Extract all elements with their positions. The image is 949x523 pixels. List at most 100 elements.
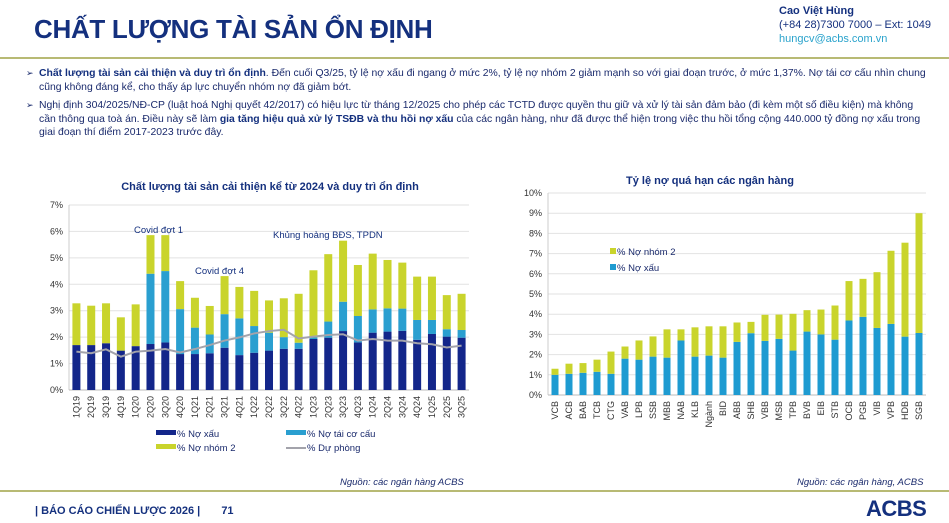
x-tick-label: 1Q25	[427, 396, 437, 418]
page-number: 71	[221, 505, 234, 517]
legend-swatch	[610, 248, 616, 254]
bar-segment	[368, 332, 377, 390]
analyst-email[interactable]: hungcv@acbs.com.vn	[779, 33, 888, 45]
bar-segment	[663, 357, 671, 395]
bar-segment	[235, 355, 244, 390]
bar-segment	[789, 350, 797, 395]
bar-segment	[635, 359, 643, 395]
bar-segment	[413, 339, 422, 390]
arrow-bullet-icon: ➢	[26, 100, 34, 110]
bar-segment	[859, 278, 867, 317]
x-tick-label: 4Q22	[294, 396, 304, 418]
y-tick-label: 10%	[524, 188, 542, 198]
x-tick-label: BID	[718, 401, 728, 417]
x-tick-label: TCB	[592, 401, 602, 419]
legend-swatch	[156, 444, 176, 449]
x-tick-label: LPB	[634, 401, 644, 418]
x-tick-label: 3Q25	[457, 396, 467, 418]
x-tick-label: 4Q20	[175, 396, 185, 418]
bar-segment	[427, 319, 436, 334]
bar-segment	[747, 321, 755, 334]
x-tick-label: 3Q23	[338, 396, 348, 418]
analyst-name: Cao Việt Hùng	[779, 5, 854, 17]
bar-segment	[803, 331, 811, 395]
bar-segment	[250, 352, 259, 390]
bar-segment	[831, 339, 839, 395]
bar-segment	[761, 340, 769, 395]
bar-segment	[457, 293, 466, 331]
bar-segment	[146, 344, 155, 390]
bar-segment	[593, 371, 601, 395]
x-tick-label: 4Q23	[353, 396, 363, 418]
bar-segment	[775, 314, 783, 339]
bar-segment	[220, 347, 229, 390]
x-tick-label: VBB	[760, 401, 770, 419]
x-tick-label: 3Q24	[397, 396, 407, 418]
annotation-covid-1: Covid đợt 1	[134, 225, 183, 236]
bar-segment	[294, 342, 303, 349]
bar-segment	[102, 343, 111, 390]
y-tick-label: 7%	[529, 249, 542, 259]
bar-segment	[719, 326, 727, 358]
x-tick-label: HDB	[900, 401, 910, 420]
bar-segment	[873, 272, 881, 328]
bar-segment	[383, 308, 392, 332]
bar-segment	[887, 323, 895, 395]
bar-segment	[324, 254, 333, 322]
bar-segment	[294, 293, 303, 343]
bar-segment	[719, 357, 727, 395]
y-tick-label: 1%	[529, 370, 542, 380]
x-tick-label: 2Q24	[383, 396, 393, 418]
bar-segment	[831, 305, 839, 340]
chart-1-source: Nguồn: các ngân hàng ACBS	[340, 477, 464, 488]
x-tick-label: VCB	[550, 401, 560, 420]
x-tick-label: SHB	[746, 401, 756, 420]
bar-segment	[116, 317, 125, 351]
legend-label: % Nợ xấu	[617, 263, 659, 274]
bar-segment	[383, 259, 392, 309]
x-tick-label: MSB	[774, 401, 784, 421]
bar-segment	[901, 336, 909, 395]
bar-segment	[368, 309, 377, 333]
x-tick-label: VPB	[886, 401, 896, 419]
bullet-2: ➢ Nghị định 304/2025/NĐ-CP (luật hoá Ngh…	[26, 99, 931, 140]
bar-segment	[220, 314, 229, 348]
x-tick-label: EIB	[816, 401, 826, 416]
bar-segment	[677, 329, 685, 341]
bar-segment	[265, 332, 273, 351]
bar-segment	[324, 337, 333, 390]
bar-segment	[190, 354, 199, 390]
bar-segment	[579, 363, 587, 373]
analyst-contact: Cao Việt Hùng (+84 28)7300 7000 – Ext: 1…	[779, 4, 931, 46]
y-tick-label: 7%	[50, 200, 63, 210]
bar-segment	[87, 345, 96, 390]
bar-segment	[339, 240, 348, 302]
x-tick-label: 1Q24	[368, 396, 378, 418]
bar-segment	[442, 295, 451, 330]
bar-segment	[901, 242, 909, 337]
bar-segment	[72, 303, 81, 346]
y-tick-label: 2%	[529, 350, 542, 360]
legend-label: % Nợ xấu	[177, 429, 219, 440]
x-tick-label: 3Q20	[160, 396, 170, 418]
bar-segment	[817, 334, 825, 395]
bar-segment	[915, 213, 923, 333]
bar-segment	[887, 250, 895, 324]
x-tick-label: SGB	[914, 401, 924, 420]
legend-swatch	[156, 430, 176, 435]
x-tick-label: 4Q21	[234, 396, 244, 418]
bar-segment	[161, 235, 170, 272]
bullet-2-text-post: của các ngân hàng, như đã được thể hiện …	[39, 113, 921, 139]
bar-segment	[873, 327, 881, 395]
bar-segment	[398, 308, 407, 331]
y-tick-label: 9%	[529, 208, 542, 218]
y-tick-label: 3%	[50, 306, 63, 316]
chart-1-title: Chất lượng tài sản cải thiện kể từ 2024 …	[121, 181, 419, 193]
bar-segment	[265, 350, 273, 390]
bar-segment	[309, 270, 318, 338]
x-tick-label: VAB	[620, 401, 630, 418]
analyst-phone: (+84 28)7300 7000 – Ext: 1049	[779, 19, 931, 31]
bar-segment	[442, 329, 451, 337]
acbs-logo: ACBS	[866, 496, 927, 521]
bar-segment	[761, 314, 769, 341]
